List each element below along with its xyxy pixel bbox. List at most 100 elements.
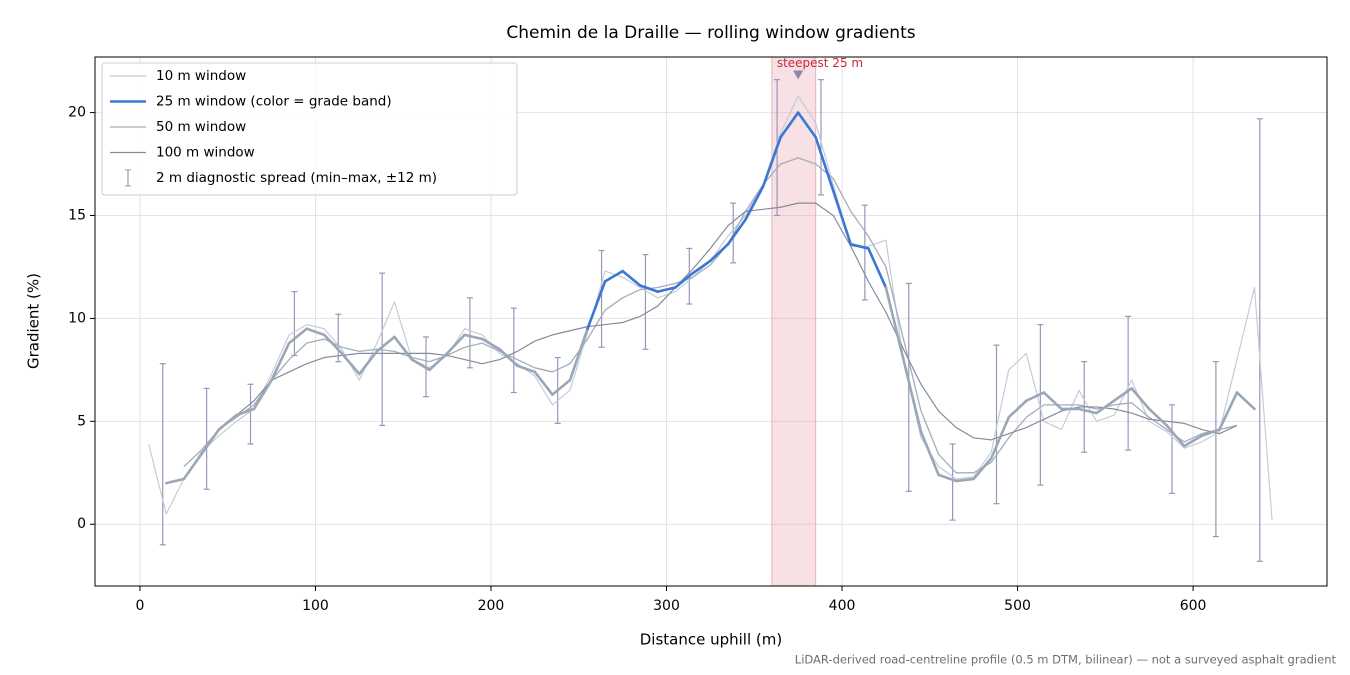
line-segment [568,327,589,382]
line-segment [638,284,660,293]
line-segment [375,335,396,353]
error-bar [905,282,912,492]
line-segment [252,378,273,411]
highlight-band [771,57,817,586]
error-bar [510,307,517,394]
error-bar [466,297,473,369]
line-segment [744,185,765,221]
line-segment [1200,428,1221,438]
error-bar [949,443,956,521]
line-segment [849,243,870,250]
line-segment [814,135,835,193]
line-segment [954,477,975,483]
error-bar [1169,404,1176,494]
line-segment [1007,399,1028,419]
y-tick-label: 20 [68,105,86,121]
highlight-marker [793,70,804,80]
plot [148,57,1273,586]
error-bar [598,249,605,348]
line-segment [498,347,519,368]
x-tick-label: 500 [1004,598,1031,614]
line-segment [217,413,238,431]
line-segment [919,430,940,477]
line-segment [516,364,537,374]
y-tick-label: 5 [77,413,86,429]
line-segment [726,218,747,246]
line-segment [831,189,853,246]
line-segment [1025,391,1046,403]
line-segment [1077,407,1098,415]
line-segment [1042,391,1063,411]
line-segment [1130,387,1151,411]
error-bar [203,387,210,490]
line-segment [1147,407,1169,427]
line-segment [322,333,344,355]
line-segment [902,358,923,433]
line-segment [761,135,782,188]
line-segment [287,327,308,345]
line-segment [340,352,361,376]
line-segment [621,269,642,287]
line-segment [410,358,431,372]
line-segment [1112,387,1133,403]
line-segment [200,428,221,456]
line-segment [709,243,730,263]
error-bar [1212,361,1219,538]
y-tick-label: 10 [68,310,86,326]
line-segment [480,337,502,351]
error-bar [730,202,737,264]
line-segment [937,473,958,483]
error-bar [159,363,166,546]
line-segment [779,111,800,139]
line-segment [182,452,203,481]
plot-frame [94,56,1328,587]
line-segment [164,477,186,485]
chart-title: Chemin de la Draille — rolling window gr… [506,23,915,43]
x-axis-label: Distance uphill (m) [640,631,782,649]
line-segment [1095,399,1116,415]
line-segment [586,280,607,331]
line-segment [270,341,291,382]
legend-label: 50 m window [156,119,246,135]
line-segment [1183,434,1204,448]
line-segment [428,352,449,372]
error-bar [1256,118,1263,562]
error-bar [642,254,649,350]
x-tick-label: 100 [302,598,329,614]
line-segment [972,457,993,481]
error-bar [1037,323,1044,486]
x-tick-label: 300 [653,598,680,614]
line-segment [305,327,326,337]
legend-label: 100 m window [156,145,255,161]
line-segment [603,269,624,283]
line-segment [1235,391,1256,411]
x-tick-label: 0 [135,598,144,614]
error-bar [817,79,824,196]
line-segment [358,350,379,376]
footnote: LiDAR-derived road-centreline profile (0… [795,653,1337,667]
annotation: steepest 25 m [777,56,863,70]
line [183,157,1238,474]
line-segment [1218,391,1239,431]
y-axis-label: Gradient (%) [25,273,43,369]
line-segment [445,333,466,355]
line-segment [656,286,677,293]
line-segment [1165,424,1186,448]
line-segment [884,286,905,361]
line-segment [393,335,414,361]
line-segment [989,415,1011,460]
x-tick-label: 200 [478,598,505,614]
line-segment [551,378,572,396]
legend: 10 m window 25 m window (color = grade ba… [101,62,518,196]
line-segment [235,407,256,417]
legend-label: 2 m diagnostic spread (min–max, ±12 m) [156,170,437,186]
legend-box [101,62,518,196]
line-segment [533,370,554,396]
error-bar [335,313,342,363]
error-bar [993,344,1000,505]
legend-label: 25 m window (color = grade band) [156,94,392,110]
line-segment [796,111,817,139]
line-segment [867,247,888,289]
y-tick-label: 0 [77,516,86,532]
